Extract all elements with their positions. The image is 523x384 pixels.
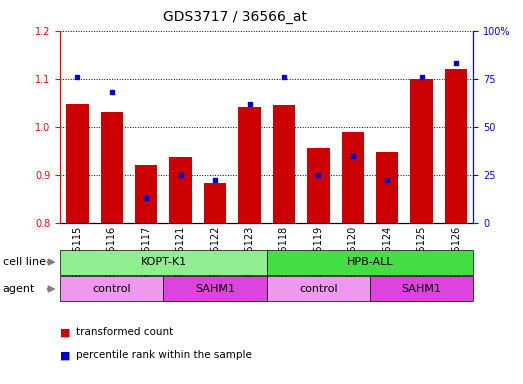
- Bar: [376, 152, 399, 223]
- Text: KOPT-K1: KOPT-K1: [140, 257, 187, 267]
- Bar: [135, 165, 157, 223]
- Bar: [163, 276, 267, 301]
- Bar: [267, 276, 370, 301]
- Bar: [60, 250, 267, 275]
- Text: SAHM1: SAHM1: [195, 284, 235, 294]
- Text: control: control: [299, 284, 338, 294]
- Text: control: control: [93, 284, 131, 294]
- Bar: [273, 104, 295, 223]
- Bar: [445, 69, 467, 223]
- Text: HPB-ALL: HPB-ALL: [347, 257, 393, 267]
- Bar: [60, 276, 163, 301]
- Bar: [307, 148, 329, 223]
- Bar: [342, 132, 364, 223]
- Bar: [204, 184, 226, 223]
- Text: GDS3717 / 36566_at: GDS3717 / 36566_at: [163, 10, 308, 23]
- Bar: [100, 112, 123, 223]
- Text: percentile rank within the sample: percentile rank within the sample: [76, 350, 252, 360]
- Text: transformed count: transformed count: [76, 327, 173, 337]
- Bar: [238, 107, 260, 223]
- Bar: [411, 79, 433, 223]
- Text: agent: agent: [3, 284, 35, 294]
- Text: ■: ■: [60, 350, 71, 360]
- Bar: [370, 276, 473, 301]
- Text: cell line: cell line: [3, 257, 46, 267]
- Bar: [66, 104, 88, 223]
- Bar: [267, 250, 473, 275]
- Bar: [169, 157, 192, 223]
- Text: ■: ■: [60, 327, 71, 337]
- Text: SAHM1: SAHM1: [402, 284, 441, 294]
